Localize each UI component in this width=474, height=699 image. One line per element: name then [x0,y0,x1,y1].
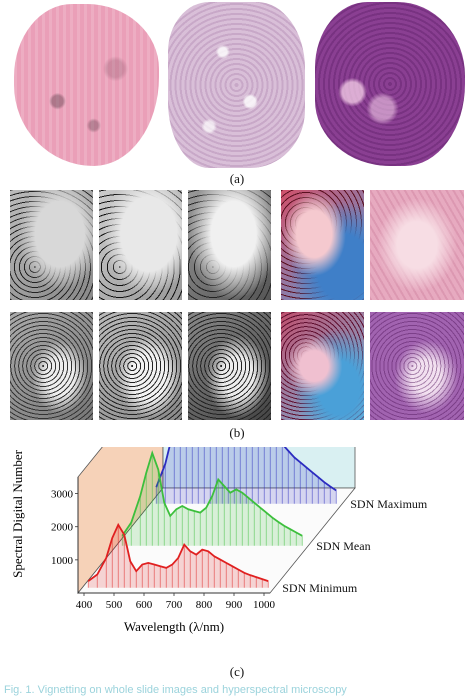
false-color-composite-tile [281,312,364,420]
x-tick-label: 1000 [253,599,276,611]
grayscale-band-tile [188,190,271,300]
false-color-composite-tile [281,190,364,300]
x-axis-label: Wavelength (λ/nm) [124,619,224,634]
y-tick-label: 3000 [51,489,74,501]
x-tick-label: 500 [106,599,123,611]
panel-b: (b) [0,190,474,446]
series-area-sdn-minimum [88,524,269,588]
y-tick-label: 1000 [51,555,74,567]
x-tick-label: 600 [136,599,153,611]
panel-c-label: (c) [229,664,245,679]
x-tick-label: 900 [226,599,243,611]
panel-a: (a) [0,0,474,190]
y-axis-label: Spectral Digital Number (SDN) [10,447,25,578]
grayscale-band-tile [99,190,182,300]
series-label: SDN Maximum [350,497,428,511]
y-tick-label: 2000 [51,522,74,534]
pink-tissue-slide [14,4,159,166]
grayscale-band-tile [10,190,93,300]
panel-b-label: (b) [229,425,245,440]
x-tick-label: 700 [166,599,183,611]
figure-caption: Fig. 1. Vignetting on whole slide images… [4,684,347,696]
light-purple-tissue-slide [168,2,305,168]
he-stained-tile [370,190,464,300]
series-line-sdn-minimum [87,522,269,582]
series-label: SDN Mean [316,539,370,553]
x-tick-label: 800 [196,599,213,611]
grayscale-band-tile [99,312,182,420]
series-line-sdn-mean [121,450,303,537]
grayscale-band-tile [10,312,93,420]
spectral-chart: SDN Maximum SDN Mean SDN Minimum 1000 2000 30… [10,447,428,634]
panel-a-label: (a) [229,171,245,186]
x-tick-label: 400 [76,599,93,611]
series-line-sdn-maximum [155,447,337,492]
dark-purple-tissue-slide [315,2,465,166]
series-label: SDN Minimum [282,581,358,595]
grayscale-band-tile [188,312,271,420]
he-stained-tile [370,312,464,420]
